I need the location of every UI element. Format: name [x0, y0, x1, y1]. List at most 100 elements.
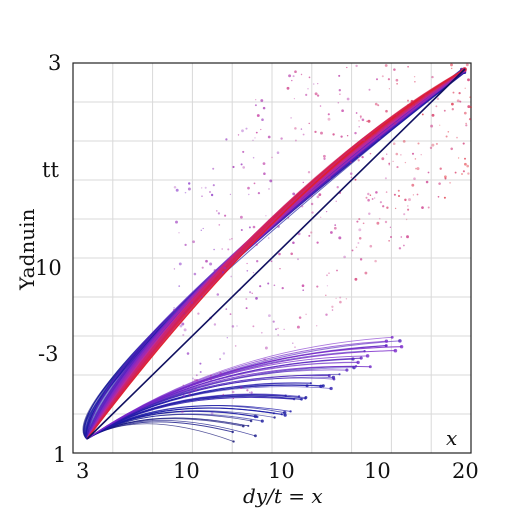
scatter-point — [437, 195, 440, 198]
scatter-point — [369, 244, 373, 248]
scatter-point — [183, 304, 185, 306]
scatter-point — [320, 131, 323, 135]
scatter-point — [248, 391, 251, 393]
scatter-point — [181, 410, 184, 414]
scatter-point — [232, 397, 235, 400]
scatter-point — [268, 314, 271, 317]
scatter-point — [256, 260, 259, 263]
scatter-point — [343, 255, 346, 259]
scatter-point — [263, 172, 266, 175]
scatter-point — [339, 93, 341, 95]
series-end-point — [300, 397, 303, 401]
scatter-point — [267, 135, 271, 139]
scatter-point — [357, 159, 360, 162]
scatter-point — [370, 134, 373, 137]
scatter-point — [354, 131, 357, 135]
scatter-point — [277, 225, 280, 228]
scatter-point — [468, 118, 471, 121]
scatter-point — [204, 186, 207, 189]
scatter-point — [365, 196, 368, 199]
series-end-point — [289, 410, 292, 413]
scatter-point — [276, 151, 280, 154]
scatter-point — [340, 135, 343, 138]
series-end-point — [384, 339, 389, 343]
series-end-point — [365, 354, 370, 358]
scatter-point — [452, 91, 455, 94]
scatter-point — [388, 88, 391, 90]
scatter-point — [308, 234, 311, 237]
scatter-point — [367, 119, 371, 123]
scatter-point — [402, 140, 406, 143]
scatter-point — [355, 112, 358, 114]
scatter-point — [361, 155, 364, 159]
scatter-point — [305, 313, 307, 316]
scatter-point — [219, 372, 222, 375]
scatter-point — [172, 308, 176, 312]
scatter-point — [272, 320, 275, 323]
scatter-point — [178, 232, 180, 234]
scatter-point — [319, 105, 322, 107]
scatter-point — [336, 186, 339, 189]
scatter-point — [467, 78, 470, 82]
scatter-point — [327, 113, 330, 116]
scatter-point — [302, 181, 304, 184]
scatter-point — [431, 143, 435, 147]
scatter-point — [368, 212, 371, 216]
scatter-point — [210, 412, 214, 415]
scatter-point — [229, 238, 231, 241]
scatter-point — [326, 285, 329, 287]
scatter-point — [232, 165, 235, 169]
scatter-point — [381, 157, 385, 161]
series-end-point — [242, 424, 245, 428]
scatter-point — [362, 138, 366, 142]
scatter-point — [186, 352, 190, 355]
scatter-point — [427, 206, 430, 209]
scatter-point — [456, 136, 458, 139]
scatter-point — [445, 135, 448, 138]
scatter-point — [307, 171, 311, 174]
scatter-point — [325, 313, 328, 316]
series-end-point — [297, 395, 301, 398]
scatter-point — [293, 98, 295, 100]
scatter-point — [357, 242, 360, 244]
scatter-point — [331, 309, 334, 311]
scatter-point — [246, 389, 249, 392]
scatter-point — [444, 177, 447, 180]
scatter-point — [457, 157, 460, 159]
scatter-point — [241, 129, 244, 133]
scatter-point — [240, 163, 243, 166]
scatter-point — [413, 104, 415, 106]
scatter-point — [278, 252, 281, 256]
scatter-point — [337, 102, 340, 104]
scatter-point — [354, 178, 357, 181]
scatter-point — [345, 298, 348, 300]
series-end-point — [283, 413, 287, 417]
scatter-point — [255, 131, 258, 134]
scatter-point — [461, 173, 463, 175]
scatter-point — [251, 292, 253, 294]
scatter-point — [262, 106, 266, 110]
scatter-point — [335, 200, 337, 202]
scatter-point — [421, 113, 424, 116]
x-axis-label: dy/t = x — [243, 484, 323, 508]
scatter-point — [369, 194, 372, 196]
scatter-point — [240, 228, 243, 232]
scatter-point — [327, 176, 331, 179]
scatter-point — [192, 240, 195, 244]
scatter-point — [386, 206, 389, 209]
scatter-point — [328, 272, 330, 275]
scatter-point — [373, 197, 376, 199]
scatter-point — [316, 241, 319, 244]
scatter-point — [218, 224, 221, 226]
scatter-point — [334, 224, 337, 226]
scatter-point — [355, 246, 358, 248]
scatter-point — [260, 331, 263, 334]
scatter-point — [378, 137, 381, 140]
scatter-point — [208, 288, 211, 291]
scatter-point — [252, 271, 255, 274]
scatter-point — [458, 91, 461, 95]
scatter-point — [364, 271, 368, 275]
series-line — [86, 68, 466, 440]
scatter-point — [429, 146, 433, 150]
series-end-point — [260, 419, 264, 423]
